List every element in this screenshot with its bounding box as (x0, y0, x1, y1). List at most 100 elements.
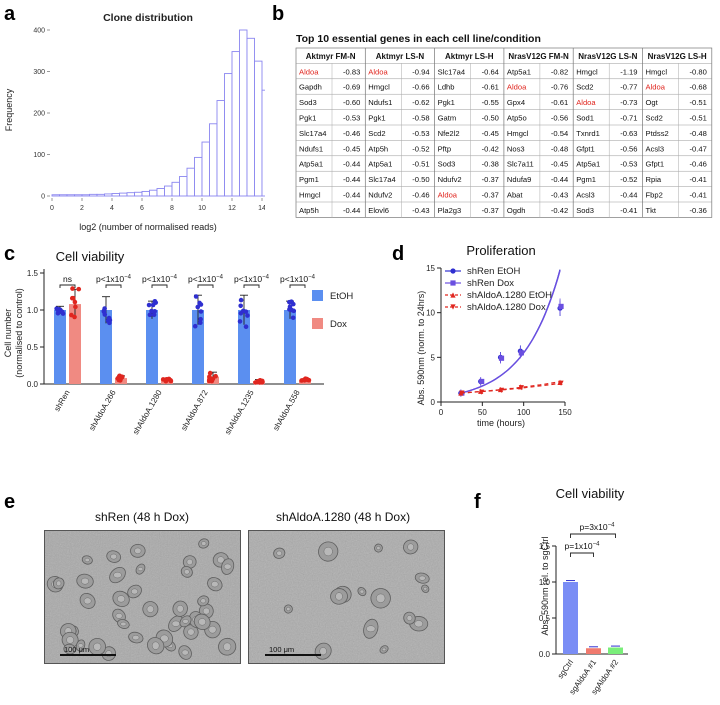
gene-name-cell: Scd2 (368, 129, 385, 138)
y-axis-label-c-line1: Cell number (3, 309, 13, 358)
replicate-dot (304, 376, 310, 382)
cell-nucleus (120, 621, 127, 627)
cell-nucleus (335, 592, 343, 601)
gene-score-cell: -0.37 (482, 206, 499, 215)
category-label: shAldoA.266 (87, 388, 118, 432)
gene-name-cell: Ptdss2 (646, 129, 669, 138)
gene-score-cell: -0.42 (482, 144, 499, 153)
gene-score-cell: -0.36 (689, 206, 706, 215)
gene-score-cell: -0.46 (412, 191, 429, 200)
replicate-dot (72, 314, 77, 320)
replicate-dot (259, 378, 265, 384)
gene-score-cell: -1.19 (620, 67, 637, 76)
cell-nucleus (66, 636, 75, 644)
legend-label: shRen EtOH (467, 266, 520, 277)
micrograph-right-caption: shAldoA.1280 (48 h Dox) (276, 510, 411, 524)
cell-nucleus (381, 647, 387, 652)
replicate-dot (147, 312, 153, 318)
gene-name-cell: Sod3 (576, 206, 594, 215)
comparison-bracket (197, 284, 214, 288)
replicate-dot (70, 295, 76, 301)
gene-score-cell: -0.51 (689, 114, 706, 123)
comparison-label: ns (63, 274, 72, 284)
y-axis-label-f: Abs. 590nm rel. to sgCtrl (540, 536, 550, 635)
bar-etoh (284, 310, 296, 384)
histogram-bar (164, 185, 173, 197)
cell-nucleus (134, 547, 142, 554)
replicate-dot (146, 302, 152, 308)
gene-name-cell: Pgk1 (368, 114, 385, 123)
panel-label-f: f (474, 491, 481, 513)
replicate-dot (198, 309, 204, 314)
gene-name-cell: Ndufs1 (299, 144, 323, 153)
gene-score-cell: -0.37 (482, 175, 499, 184)
cell-nucleus (115, 612, 123, 619)
cell-nucleus (132, 634, 140, 641)
data-point (450, 280, 456, 286)
table-column-header: NrasV12G LS-H (648, 52, 707, 61)
panel-label-e: e (4, 491, 15, 513)
bar-etoh (192, 310, 204, 384)
gene-name-cell: Atp5a1 (507, 67, 531, 76)
x-tick-label: 8 (170, 205, 174, 212)
histogram-bars (51, 29, 265, 197)
histogram-bar (209, 123, 218, 197)
histogram-bar (186, 167, 195, 197)
panel-label-b: b (272, 3, 284, 25)
gene-score-cell: -0.44 (551, 175, 568, 184)
gene-score-cell: -0.71 (620, 114, 637, 123)
replicate-dot (290, 315, 296, 321)
gene-score-cell: -0.41 (689, 175, 706, 184)
comparison-label: p<1x10−4 (234, 274, 270, 284)
micrograph-left-caption: shRen (48 h Dox) (95, 510, 190, 524)
y-axis-label-d: Abs. 590nm (norm. to 24hrs) (416, 291, 426, 406)
histogram-bar (74, 194, 83, 197)
gene-score-cell: -0.46 (343, 129, 360, 138)
gene-name-cell: Hmgcl (299, 191, 321, 200)
fit-line (460, 270, 561, 394)
gene-name-cell: Rpia (646, 175, 662, 184)
proliferation-plot: 0 50 100 150 0 5 10 15 (426, 264, 572, 417)
gene-score-cell: -0.44 (343, 160, 360, 169)
gene-score-cell: -0.73 (620, 98, 637, 107)
gene-name-cell: Atp5o (507, 114, 527, 123)
gene-name-cell: Hmgcl (646, 67, 668, 76)
gene-name-cell: Aldoa (368, 67, 388, 76)
gene-name-cell: Gatm (438, 114, 457, 123)
cell-nucleus (171, 620, 181, 627)
cell-nucleus (359, 589, 365, 594)
replicate-dot (164, 376, 169, 382)
cell-nucleus (201, 541, 207, 546)
cell-nucleus (223, 563, 232, 570)
gene-score-cell: -0.62 (412, 98, 429, 107)
replicate-dot (198, 320, 203, 326)
replicate-dot (198, 302, 204, 307)
gene-score-cell: -0.45 (551, 160, 568, 169)
data-point (450, 304, 456, 310)
gene-score-cell: -0.48 (689, 129, 706, 138)
category-label: sgCtrl (556, 658, 575, 680)
comparison-bracket (105, 284, 122, 288)
panel-label-d: d (392, 243, 404, 265)
replicate-dot (151, 312, 157, 317)
data-point (558, 380, 564, 386)
gene-name-cell: Slc17a4 (299, 129, 326, 138)
gene-score-cell: -0.44 (343, 191, 360, 200)
cell-viability-chart: c Cell viability Cell number (normalised… (3, 243, 353, 436)
data-point (518, 385, 524, 391)
replicate-dot (238, 303, 243, 309)
cell-nucleus (66, 646, 73, 652)
comparison-label: p<1x10−4 (280, 274, 316, 284)
legend-label: shAldoA.1280 EtOH (467, 290, 552, 301)
y-tick-label: 0.0 (27, 380, 39, 389)
gene-score-cell: -0.56 (620, 144, 637, 153)
gene-name-cell: Aldoa (646, 83, 666, 92)
gene-name-cell: Pgk1 (438, 98, 455, 107)
gene-name-cell: Pftp (438, 144, 452, 153)
gene-name-cell: Nfe2l2 (438, 129, 460, 138)
gene-name-cell: Aldoa (507, 83, 527, 92)
bar-etoh (54, 310, 66, 384)
data-point (479, 389, 485, 395)
chart-title-d: Proliferation (466, 243, 535, 258)
y-tick-label: 400 (33, 28, 45, 35)
